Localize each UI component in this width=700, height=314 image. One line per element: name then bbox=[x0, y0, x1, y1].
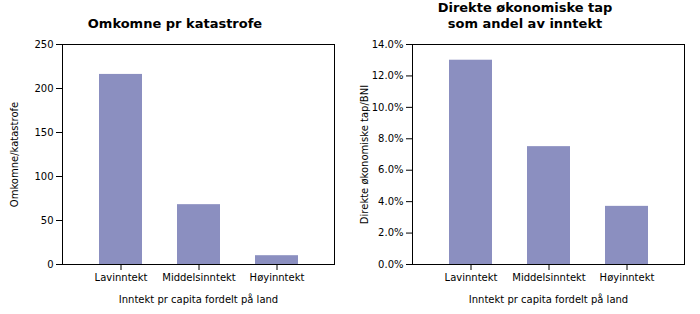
svg-text:Høyinntekt: Høyinntekt bbox=[600, 272, 655, 283]
svg-text:50: 50 bbox=[41, 215, 54, 226]
html-text:Omkomne pr katastrofe: Omkomne pr katastrofe bbox=[87, 16, 263, 31]
svg-text:Inntekt pr capita fordelt på l: Inntekt pr capita fordelt på land bbox=[119, 293, 278, 305]
svg-text:150: 150 bbox=[34, 127, 53, 138]
svg-text:10.0%: 10.0% bbox=[372, 102, 404, 113]
svg-text:2.0%: 2.0% bbox=[378, 227, 403, 238]
svg-text:12.0%: 12.0% bbox=[372, 70, 404, 81]
svg-text:Høyinntekt: Høyinntekt bbox=[250, 272, 305, 283]
svg-text:Middelsinntekt: Middelsinntekt bbox=[512, 272, 586, 283]
svg-text:Middelsinntekt: Middelsinntekt bbox=[162, 272, 236, 283]
svg-text:Omkomne/katastrofe: Omkomne/katastrofe bbox=[9, 102, 20, 207]
svg-text:0.0%: 0.0% bbox=[378, 259, 403, 270]
svg-text:Lavinntekt: Lavinntekt bbox=[445, 272, 498, 283]
svg-text:200: 200 bbox=[34, 83, 53, 94]
svg-text:0: 0 bbox=[47, 259, 53, 270]
svg-text:Inntekt pr capita fordelt på l: Inntekt pr capita fordelt på land bbox=[469, 293, 628, 305]
svg-text:8.0%: 8.0% bbox=[378, 133, 403, 144]
svg-text:100: 100 bbox=[34, 171, 53, 182]
svg-text:Lavinntekt: Lavinntekt bbox=[95, 272, 148, 283]
svg-text:14.0%: 14.0% bbox=[372, 39, 404, 50]
svg-text:4.0%: 4.0% bbox=[378, 196, 403, 207]
svg-text:Direkte økonomiske tap/BNI: Direkte økonomiske tap/BNI bbox=[359, 85, 370, 224]
html-text:Direkte økonomiske tap som and: Direkte økonomiske tap som andel av innt… bbox=[437, 0, 613, 31]
svg-text:6.0%: 6.0% bbox=[378, 164, 403, 175]
svg-text:250: 250 bbox=[34, 39, 53, 50]
